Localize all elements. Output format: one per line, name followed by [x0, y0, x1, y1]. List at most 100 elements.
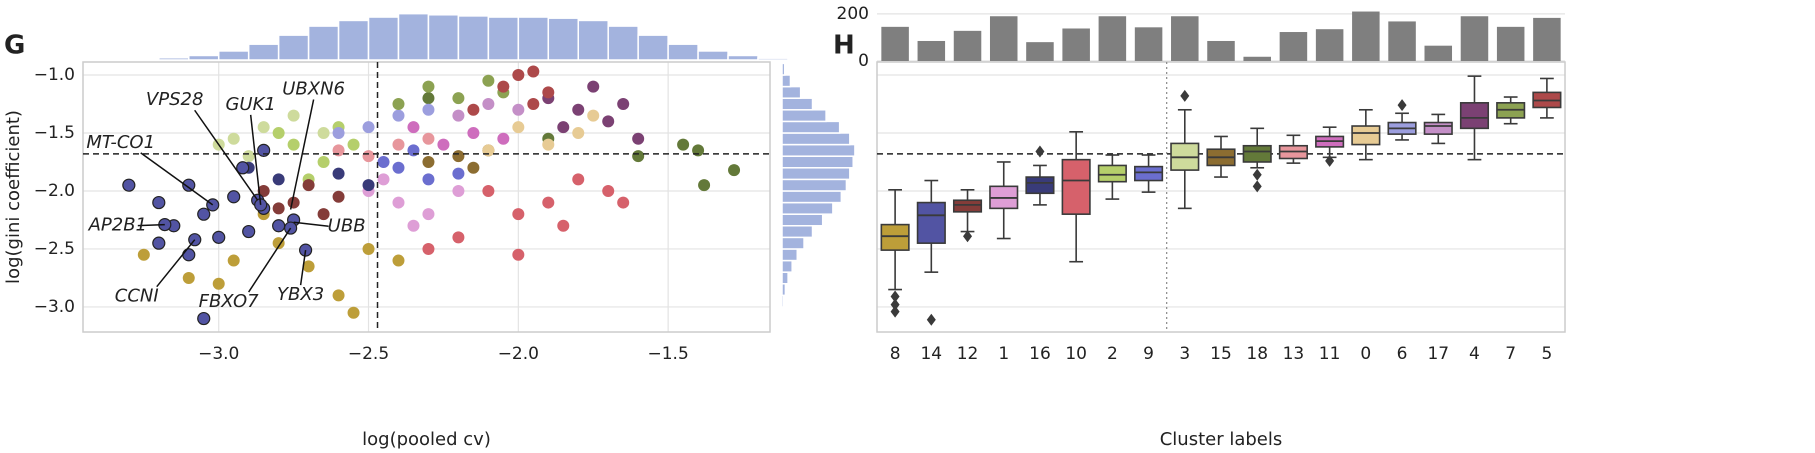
point	[467, 126, 480, 139]
histogram-bar	[667, 43, 699, 61]
annotation-label: MT-CO1	[86, 132, 155, 153]
x-tick-label: 7	[1505, 344, 1516, 364]
bar	[1460, 16, 1489, 61]
point	[557, 121, 570, 134]
point	[422, 155, 435, 168]
box	[952, 199, 983, 213]
histogram-bar	[397, 12, 430, 61]
point	[422, 132, 435, 145]
point	[482, 184, 495, 197]
y-tick-label: −2.0	[34, 181, 75, 201]
point	[392, 196, 405, 209]
point	[362, 242, 375, 255]
outlier	[1180, 89, 1190, 102]
x-tick-label: −2.5	[348, 344, 389, 364]
panel-label: H	[833, 31, 855, 61]
point	[302, 179, 315, 192]
x-tick-label: 12	[957, 344, 979, 364]
point	[302, 260, 315, 273]
point	[347, 138, 360, 151]
point	[227, 190, 241, 204]
histogram-bar	[577, 19, 609, 61]
histogram-bar	[781, 167, 851, 181]
point	[452, 231, 465, 244]
histogram-bar	[781, 178, 848, 192]
x-tick-label: 13	[1283, 344, 1305, 364]
point	[242, 224, 256, 239]
x-tick-label: 14	[920, 344, 942, 364]
point	[512, 121, 525, 134]
annotation-arrow	[299, 250, 307, 286]
x-tick-label: 1	[998, 344, 1009, 364]
point	[272, 202, 285, 215]
point	[422, 208, 435, 221]
point	[698, 179, 711, 192]
x-tick-label: 18	[1246, 344, 1268, 364]
box	[1459, 102, 1490, 130]
point	[236, 161, 250, 175]
x-tick-label: −2.0	[498, 344, 539, 364]
bar	[1098, 16, 1127, 61]
x-tick-label: 15	[1210, 344, 1232, 364]
histogram-bar	[781, 85, 802, 99]
histogram-bar	[188, 54, 220, 61]
bar	[1134, 27, 1163, 61]
histogram-bar	[781, 155, 854, 169]
point	[152, 195, 166, 210]
point	[257, 121, 270, 134]
annotation-arrow	[249, 114, 262, 205]
point	[632, 132, 645, 145]
point	[422, 92, 435, 105]
point	[572, 126, 585, 139]
histogram-bar	[781, 283, 787, 297]
histogram-bar	[781, 62, 786, 76]
point	[227, 254, 240, 267]
point	[482, 97, 495, 110]
bar	[1062, 28, 1090, 62]
point	[362, 121, 375, 134]
box	[880, 223, 910, 251]
bar	[1026, 42, 1054, 61]
point	[512, 208, 525, 221]
box	[1242, 144, 1272, 163]
x-tick-label: 0	[1360, 344, 1371, 364]
point	[632, 150, 645, 163]
histogram-bar	[727, 54, 759, 61]
histogram-bar	[781, 97, 814, 111]
bar	[1388, 21, 1416, 61]
x-tick-label: 6	[1397, 344, 1408, 364]
point	[152, 236, 166, 250]
annotation-arrow	[293, 221, 329, 228]
point	[197, 207, 211, 221]
point	[377, 155, 390, 168]
point	[422, 80, 435, 93]
point	[392, 109, 405, 122]
bar	[953, 30, 982, 61]
point	[287, 138, 300, 151]
bar	[1352, 11, 1380, 61]
histogram-bar	[781, 74, 792, 88]
annotation-arrow	[140, 152, 214, 206]
point	[392, 138, 405, 151]
bar	[1279, 32, 1308, 61]
point	[377, 173, 390, 186]
x-tick-label: 11	[1319, 344, 1341, 364]
outlier	[926, 313, 936, 326]
annotation-label: VPS28	[146, 89, 204, 110]
histogram-bar	[217, 50, 250, 61]
histogram-bar	[277, 34, 310, 61]
point	[512, 248, 525, 261]
point	[482, 74, 495, 87]
point	[182, 271, 195, 284]
plot-frame	[876, 61, 1566, 333]
point	[362, 179, 375, 192]
point	[137, 248, 150, 261]
point	[572, 173, 585, 186]
bar	[917, 40, 946, 61]
outlier	[890, 298, 900, 311]
point	[422, 242, 435, 255]
histogram-bar	[781, 109, 827, 123]
histogram-bar	[637, 34, 669, 61]
box	[1097, 164, 1127, 183]
